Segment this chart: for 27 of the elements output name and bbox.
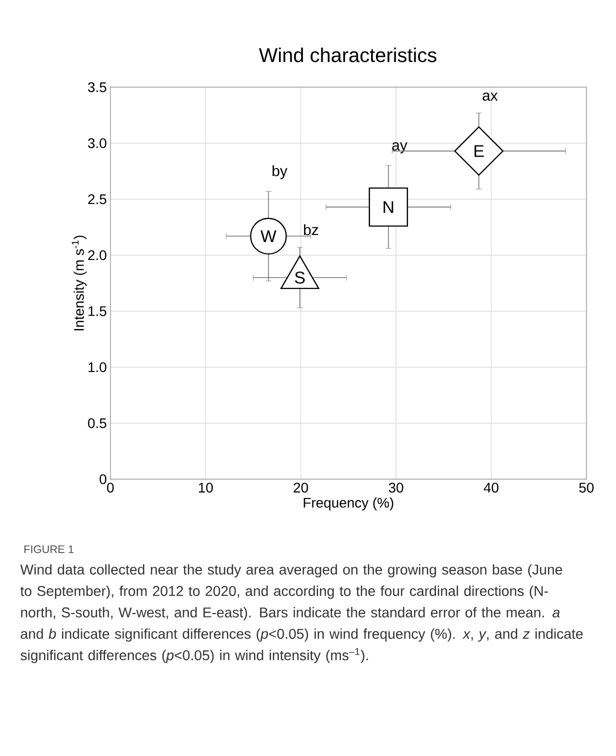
caption: FIGURE 1 [24, 545, 74, 554]
x-tick-label: 30 [388, 482, 404, 493]
x-tick-label: 20 [294, 482, 308, 493]
y-tick-label: 1.0 [88, 362, 106, 372]
x-axis-title: Frequency (%) [304, 497, 394, 510]
y-axis-title: Intensity (m s$^{-1}$) [72, 236, 87, 330]
data-label: bz [304, 224, 318, 236]
y-tick-label: 2.0 [88, 250, 106, 260]
y-tick-label: 3.5 [88, 82, 106, 92]
text: Wind data collected near the study area averaged on the growing season base (June to September), from 2012 to 2020, and according to the four cardinal directions (N-north, S-south, W-west, and E-east). Bars indicate the standard error of the mean. a and b indicate significant differences (p<0.05) in wind frequency (%). x, y, and z indicate significant differences (p<0.05) in wind intensity (ms$^{–1}$). [20, 564, 583, 664]
data-label: by [272, 165, 288, 180]
series-label: N [384, 201, 394, 213]
y-tick-label: 2.5 [88, 194, 106, 204]
series-label: S [294, 272, 305, 284]
data-label: ax [482, 92, 498, 101]
x-tick-label: 40 [484, 482, 498, 493]
x-tick-label: 0 [107, 482, 114, 493]
series-label: E [474, 145, 484, 157]
y-tick-label: 3.0 [88, 138, 106, 148]
y-tick-label: 0.5 [88, 418, 106, 428]
x-tick-label: 50 [579, 482, 594, 493]
legend-label: W [260, 230, 276, 242]
y-tick-label: 1.5 [88, 306, 106, 316]
x-tick-label: 10 [198, 482, 213, 493]
chart-title: Wind characteristics [258, 48, 436, 62]
data-label: ay [392, 142, 408, 154]
y-tick-label: 0 [100, 474, 106, 484]
